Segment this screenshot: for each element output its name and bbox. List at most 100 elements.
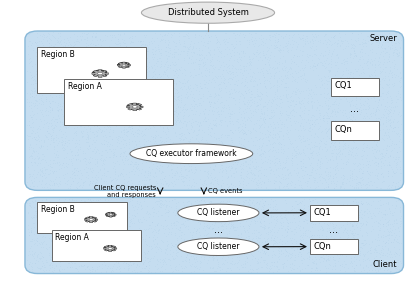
- Point: [269, 252, 275, 257]
- Point: [83, 58, 89, 63]
- Point: [274, 40, 280, 45]
- Point: [205, 124, 212, 129]
- Point: [47, 162, 54, 166]
- Point: [325, 96, 332, 100]
- Point: [251, 175, 258, 180]
- Point: [270, 153, 277, 158]
- Point: [129, 88, 135, 93]
- Point: [119, 182, 126, 187]
- Point: [255, 93, 262, 98]
- Point: [47, 257, 54, 261]
- Ellipse shape: [108, 248, 112, 249]
- Point: [202, 119, 209, 124]
- Point: [175, 97, 182, 101]
- Point: [214, 76, 221, 80]
- Point: [206, 226, 212, 230]
- Point: [191, 98, 197, 103]
- Point: [359, 153, 366, 158]
- Point: [194, 259, 201, 264]
- Point: [231, 90, 238, 94]
- Point: [260, 250, 267, 254]
- Point: [331, 141, 338, 145]
- Point: [336, 84, 342, 89]
- Point: [355, 58, 362, 63]
- Point: [36, 33, 43, 38]
- Point: [41, 269, 48, 274]
- Point: [217, 167, 223, 171]
- Point: [348, 99, 355, 103]
- Point: [177, 216, 184, 221]
- Point: [49, 183, 56, 187]
- Point: [247, 262, 253, 267]
- Point: [76, 246, 82, 251]
- Point: [47, 164, 54, 169]
- Point: [121, 181, 128, 185]
- Point: [43, 108, 50, 113]
- Point: [90, 246, 97, 250]
- Point: [27, 73, 34, 77]
- Point: [27, 260, 33, 265]
- Point: [146, 107, 153, 111]
- Point: [58, 75, 64, 80]
- Point: [77, 124, 84, 129]
- Point: [309, 122, 315, 126]
- Point: [326, 42, 332, 47]
- Point: [280, 224, 286, 228]
- Point: [332, 257, 338, 262]
- Point: [154, 202, 160, 206]
- Point: [137, 243, 144, 248]
- Point: [26, 203, 33, 207]
- Point: [32, 54, 39, 59]
- Point: [391, 81, 398, 85]
- Point: [358, 269, 364, 273]
- Point: [158, 238, 165, 243]
- Point: [257, 49, 264, 54]
- Point: [329, 113, 335, 118]
- Point: [348, 88, 354, 93]
- Point: [113, 86, 119, 91]
- Point: [186, 140, 192, 145]
- Point: [134, 245, 141, 250]
- Point: [295, 202, 302, 206]
- Point: [313, 116, 320, 121]
- Point: [62, 139, 69, 143]
- Point: [192, 170, 198, 175]
- Point: [151, 49, 158, 53]
- Point: [77, 263, 84, 268]
- Point: [125, 92, 131, 97]
- Point: [101, 142, 108, 146]
- Point: [245, 164, 252, 169]
- Point: [364, 77, 371, 82]
- Point: [334, 179, 341, 183]
- Point: [153, 117, 160, 121]
- Point: [350, 154, 357, 159]
- Point: [61, 156, 68, 160]
- Point: [47, 179, 54, 184]
- Point: [376, 243, 382, 247]
- Point: [327, 59, 334, 64]
- Bar: [52, 230, 141, 261]
- Point: [291, 168, 297, 172]
- Point: [359, 171, 365, 175]
- Point: [126, 124, 133, 128]
- Point: [282, 34, 288, 39]
- Point: [228, 41, 235, 46]
- Point: [202, 244, 208, 248]
- Point: [229, 261, 235, 266]
- Point: [249, 200, 255, 204]
- Point: [109, 89, 116, 94]
- Point: [302, 127, 308, 131]
- Point: [60, 53, 67, 58]
- Point: [176, 245, 183, 250]
- Point: [383, 133, 389, 137]
- Point: [173, 98, 179, 102]
- Point: [54, 119, 61, 124]
- Point: [42, 57, 49, 61]
- Point: [66, 85, 73, 89]
- Point: [225, 174, 232, 178]
- Point: [32, 40, 38, 45]
- Point: [185, 85, 192, 90]
- Point: [396, 145, 402, 149]
- Point: [368, 50, 375, 54]
- Point: [391, 71, 398, 76]
